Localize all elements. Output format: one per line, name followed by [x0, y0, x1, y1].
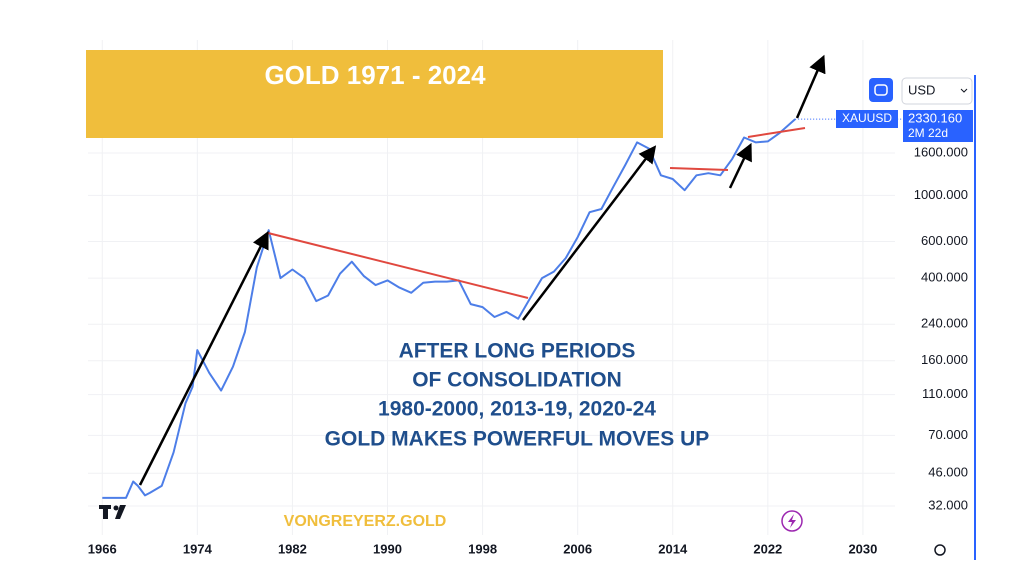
x-tick-label: 1990: [373, 541, 402, 556]
tv-logo: [99, 505, 126, 519]
x-tick-label: 2030: [848, 541, 877, 556]
y-tick-label: 70.000: [928, 427, 968, 442]
scale-button[interactable]: [869, 78, 893, 102]
x-axis: 1966 1974 1982 1990 1998 2006 2014 2022 2030: [88, 541, 877, 556]
y-tick-label: 110.000: [922, 386, 968, 401]
lightning-bolt: [788, 514, 796, 528]
arrow: [138, 230, 269, 486]
y-tick-label: 160.000: [921, 352, 968, 367]
symbol: XAUUSD: [842, 111, 892, 125]
trend-line: [267, 232, 529, 299]
annotation: 1980-2000, 2013-19, 2020-24: [378, 398, 656, 421]
y-tick-label: 32.000: [928, 497, 968, 512]
symbol-tag: [836, 110, 898, 128]
arrow: [522, 145, 657, 321]
y-tick-label: 46.000: [928, 465, 968, 480]
watermark: VONGREYERZ.GOLD: [284, 513, 447, 530]
plot: [102, 118, 903, 499]
scale-icon: [874, 84, 888, 96]
chart-title: GOLD 1971 - 2024: [264, 60, 486, 90]
arrows: [138, 54, 826, 486]
price-box: [903, 110, 973, 142]
annotation: GOLD MAKES POWERFUL MOVES UP: [325, 428, 710, 451]
x-tick-label: 2022: [753, 541, 782, 556]
x-tick-label: 1966: [88, 541, 117, 556]
y-tick-label: 240.000: [921, 316, 968, 331]
x-tick-label: 2014: [658, 541, 688, 556]
y-tick-label: 1600.000: [914, 144, 968, 159]
lightning-icon[interactable]: [781, 510, 803, 532]
x-tick-label: 2006: [563, 541, 592, 556]
y-tick-label: 600.000: [921, 233, 968, 248]
trend-lines: [267, 127, 806, 299]
x-tick-label: 1998: [468, 541, 497, 556]
arrow: [728, 142, 752, 189]
dropdown-caret: [960, 88, 968, 93]
price-line: [102, 118, 796, 499]
currency: USD: [908, 82, 935, 97]
countdown: 2M 22d: [908, 126, 948, 140]
arrow: [795, 54, 826, 119]
x-tick-label: 1982: [278, 541, 307, 556]
annotation: OF CONSOLIDATION: [412, 369, 622, 392]
x-tick-label: 1974: [183, 541, 213, 556]
currency-select[interactable]: [901, 77, 973, 105]
y-tick-label: 1000.000: [914, 187, 968, 202]
trend-line: [669, 167, 729, 171]
title-box: [86, 50, 663, 138]
price: 2330.160: [908, 110, 962, 125]
annotation: AFTER LONG PERIODS: [399, 340, 636, 363]
y-tick-label: 400.000: [921, 270, 968, 285]
settings-icon[interactable]: [934, 544, 946, 556]
price-tag: XAUUSD 2330.160 2M 22d: [836, 110, 973, 142]
trend-line: [747, 127, 806, 138]
